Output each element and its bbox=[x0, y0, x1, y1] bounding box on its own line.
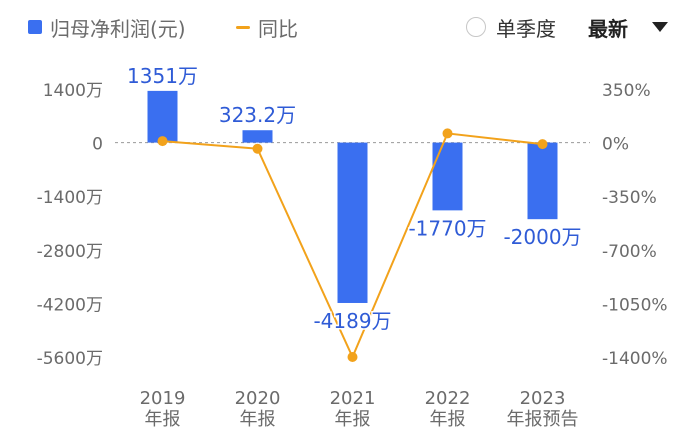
x-axis-year-label: 2020 bbox=[235, 388, 281, 409]
net-profit-bar bbox=[147, 90, 178, 143]
legend-item-net-profit: 归母净利润(元) bbox=[28, 14, 186, 41]
right-axis-tick-label: 0% bbox=[602, 135, 629, 155]
right-axis-tick-label: 350% bbox=[602, 81, 651, 101]
x-axis-period-label: 年报 bbox=[145, 409, 181, 430]
net-profit-bar bbox=[527, 142, 558, 220]
legend: 归母净利润(元) 同比 bbox=[0, 0, 700, 60]
x-axis-year-label: 2021 bbox=[330, 388, 376, 409]
right-axis-tick-label: -350% bbox=[602, 188, 657, 208]
right-axis-tick-label: -1050% bbox=[602, 295, 668, 315]
caret-down-icon[interactable] bbox=[652, 22, 668, 32]
bar-value-label: -4189万 bbox=[313, 309, 391, 333]
legend-bar-swatch bbox=[28, 20, 42, 34]
legend-line-label: 同比 bbox=[258, 16, 298, 41]
x-axis-period-label: 年报 bbox=[430, 409, 466, 430]
bar-value-label: -2000万 bbox=[503, 225, 581, 249]
right-axis-tick-label: -700% bbox=[602, 242, 657, 262]
x-axis-period-label: 年报预告 bbox=[507, 409, 579, 430]
yoy-point bbox=[442, 128, 453, 139]
x-axis-period-label: 年报 bbox=[240, 409, 276, 430]
yoy-point bbox=[537, 139, 548, 150]
x-axis-year-label: 2023 bbox=[520, 388, 566, 409]
yoy-point bbox=[347, 352, 358, 362]
x-axis-period-label: 年报 bbox=[335, 409, 371, 430]
sort-dropdown[interactable]: 最新 bbox=[588, 13, 668, 41]
single-quarter-label: 单季度 bbox=[496, 16, 556, 41]
legend-item-yoy: 同比 bbox=[236, 14, 298, 41]
x-axis-year-label: 2022 bbox=[425, 388, 471, 409]
left-axis-tick-label: -2800万 bbox=[37, 242, 103, 262]
yoy-point bbox=[157, 136, 168, 147]
yoy-point bbox=[252, 143, 263, 154]
legend-line-swatch bbox=[236, 25, 250, 29]
bar-value-label: -1770万 bbox=[408, 216, 486, 240]
x-axis-year-label: 2019 bbox=[140, 388, 186, 409]
left-axis-tick-label: -1400万 bbox=[37, 188, 103, 208]
left-axis-tick-label: 0 bbox=[92, 135, 103, 155]
bar-value-label: 323.2万 bbox=[219, 103, 296, 127]
radio-circle-icon[interactable] bbox=[466, 17, 486, 37]
net-profit-bar bbox=[242, 130, 273, 143]
left-axis-tick-label: -5600万 bbox=[37, 349, 103, 369]
legend-bar-label: 归母净利润(元) bbox=[50, 16, 186, 41]
net-profit-bar bbox=[432, 142, 463, 211]
left-axis-tick-label: -4200万 bbox=[37, 295, 103, 315]
left-axis-tick-label: 1400万 bbox=[43, 81, 103, 101]
sort-dropdown-label: 最新 bbox=[588, 16, 628, 41]
single-quarter-toggle[interactable]: 单季度 bbox=[466, 13, 556, 41]
right-axis-tick-label: -1400% bbox=[602, 349, 668, 369]
net-profit-bar bbox=[337, 142, 368, 303]
bar-value-label: 1351万 bbox=[127, 64, 198, 88]
